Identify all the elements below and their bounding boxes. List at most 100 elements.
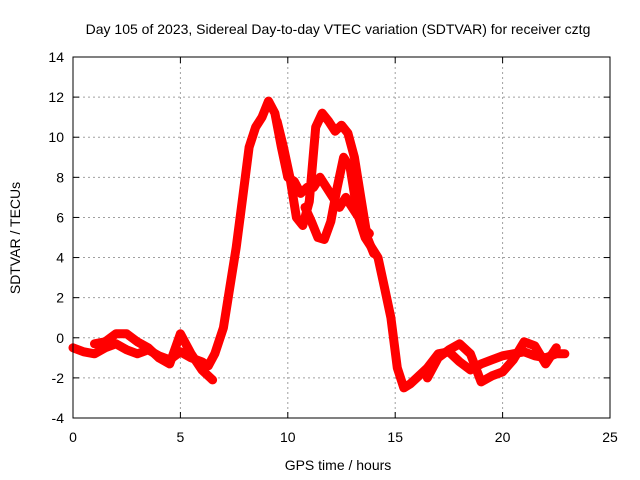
plot-frame <box>72 56 611 419</box>
x-tick-label: 0 <box>69 429 77 445</box>
data-point <box>270 109 279 118</box>
series-band <box>272 108 379 258</box>
data-point <box>423 373 432 382</box>
data-point <box>204 361 213 370</box>
data-point <box>197 365 206 374</box>
data-point <box>386 313 395 322</box>
data-point <box>324 117 333 126</box>
data-point <box>399 383 408 392</box>
data-point <box>350 153 359 162</box>
data-point <box>498 367 507 376</box>
data-point <box>466 349 475 358</box>
data-point <box>210 349 219 358</box>
data-point <box>279 143 288 152</box>
y-tick-label: 14 <box>48 49 64 65</box>
data-point <box>352 203 361 212</box>
data-point <box>187 349 196 358</box>
data-point <box>339 153 348 162</box>
data-point <box>111 339 120 348</box>
data-point <box>133 337 142 346</box>
data-point <box>264 97 273 106</box>
y-tick-label: 4 <box>56 250 64 266</box>
data-point <box>412 373 421 382</box>
data-point <box>341 193 350 202</box>
y-tick-label: 6 <box>56 209 64 225</box>
data-point <box>144 343 153 352</box>
data-point <box>487 371 496 380</box>
axis-ticks <box>72 56 611 419</box>
y-tick-labels: -4 -2 0 2 4 6 8 10 12 14 <box>48 49 64 426</box>
x-tick-label: 15 <box>387 429 403 445</box>
data-point <box>509 355 518 364</box>
x-axis-label: GPS time / hours <box>285 457 392 473</box>
data-point <box>541 359 550 368</box>
data-point <box>380 283 389 292</box>
data-point <box>337 121 346 130</box>
series-band <box>68 96 570 393</box>
data-point <box>316 173 325 182</box>
data-point <box>176 329 185 338</box>
data-point <box>434 353 443 362</box>
x-tick-label: 10 <box>280 429 296 445</box>
data-point <box>320 235 329 244</box>
data-point <box>208 375 217 384</box>
data-point <box>133 349 142 358</box>
data-point <box>406 379 415 388</box>
data-point <box>318 109 327 118</box>
data-point <box>292 213 301 222</box>
data-point <box>154 353 163 362</box>
series-upper-branch <box>272 108 379 258</box>
data-point <box>346 163 355 172</box>
y-tick-label: 8 <box>56 169 64 185</box>
data-point <box>530 341 539 350</box>
data-point <box>122 345 131 354</box>
data-point <box>251 123 260 132</box>
x-tick-label: 25 <box>602 429 618 445</box>
data-point <box>307 217 316 226</box>
x-tick-labels: 0 5 10 15 20 25 <box>69 429 618 445</box>
data-point <box>245 143 254 152</box>
data-point <box>165 359 174 368</box>
data-point <box>358 223 367 232</box>
data-point <box>225 283 234 292</box>
data-point <box>238 193 247 202</box>
chart-title: Day 105 of 2023, Sidereal Day-to-day VTE… <box>86 21 591 37</box>
y-tick-label: 12 <box>48 89 64 105</box>
data-point <box>219 323 228 332</box>
data-point <box>365 229 374 238</box>
series-morning-band <box>90 329 218 385</box>
data-point <box>322 183 331 192</box>
data-series <box>68 96 570 393</box>
data-point <box>79 347 88 356</box>
data-point <box>313 233 322 242</box>
data-point <box>111 329 120 338</box>
data-point <box>343 129 352 138</box>
data-point <box>444 345 453 354</box>
data-point <box>122 329 131 338</box>
data-point <box>487 355 496 364</box>
y-tick-label: -2 <box>52 370 65 386</box>
data-point <box>311 123 320 132</box>
data-point <box>552 343 561 352</box>
y-axis-label: SDTVAR / TECUs <box>7 182 23 294</box>
data-point <box>326 217 335 226</box>
data-point <box>300 203 309 212</box>
data-point <box>455 339 464 348</box>
data-point <box>90 339 99 348</box>
data-point <box>101 337 110 346</box>
data-point <box>305 197 314 206</box>
series-lower-branch <box>300 152 374 244</box>
data-point <box>369 249 378 258</box>
data-point <box>455 357 464 366</box>
data-point <box>285 173 294 182</box>
data-point <box>393 363 402 372</box>
grid-lines <box>73 57 610 418</box>
series-evening-band <box>422 337 561 387</box>
data-point <box>331 127 340 136</box>
data-point <box>498 351 507 360</box>
data-point <box>333 183 342 192</box>
data-point <box>477 377 486 386</box>
y-tick-label: 2 <box>56 290 64 306</box>
data-point <box>520 337 529 346</box>
